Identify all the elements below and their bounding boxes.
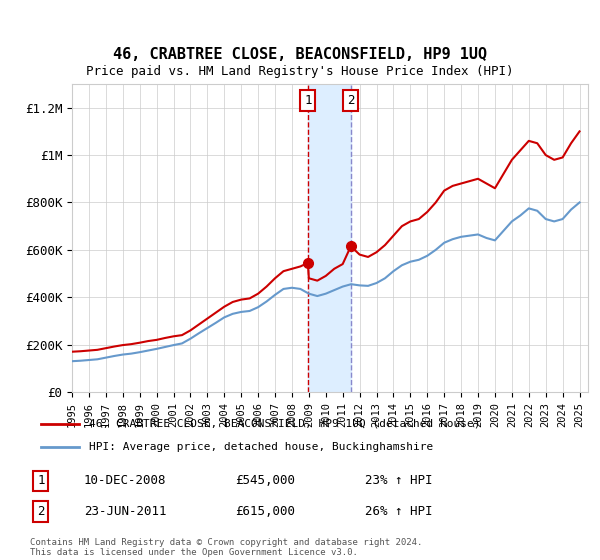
- Text: £615,000: £615,000: [235, 505, 295, 518]
- Text: 1: 1: [304, 94, 311, 107]
- Text: 2: 2: [347, 94, 355, 107]
- Bar: [308, 84, 351, 392]
- Text: HPI: Average price, detached house, Buckinghamshire: HPI: Average price, detached house, Buck…: [89, 442, 434, 452]
- Text: 2: 2: [37, 505, 44, 518]
- Text: 23% ↑ HPI: 23% ↑ HPI: [365, 474, 432, 487]
- Text: 23-JUN-2011: 23-JUN-2011: [84, 505, 167, 518]
- Text: Price paid vs. HM Land Registry's House Price Index (HPI): Price paid vs. HM Land Registry's House …: [86, 66, 514, 78]
- Text: 10-DEC-2008: 10-DEC-2008: [84, 474, 167, 487]
- Text: 1: 1: [37, 474, 44, 487]
- Text: 46, CRABTREE CLOSE, BEACONSFIELD, HP9 1UQ: 46, CRABTREE CLOSE, BEACONSFIELD, HP9 1U…: [113, 46, 487, 62]
- Text: Contains HM Land Registry data © Crown copyright and database right 2024.
This d: Contains HM Land Registry data © Crown c…: [30, 538, 422, 557]
- Text: £545,000: £545,000: [235, 474, 295, 487]
- Text: 46, CRABTREE CLOSE, BEACONSFIELD, HP9 1UQ (detached house): 46, CRABTREE CLOSE, BEACONSFIELD, HP9 1U…: [89, 419, 481, 429]
- Text: 26% ↑ HPI: 26% ↑ HPI: [365, 505, 432, 518]
